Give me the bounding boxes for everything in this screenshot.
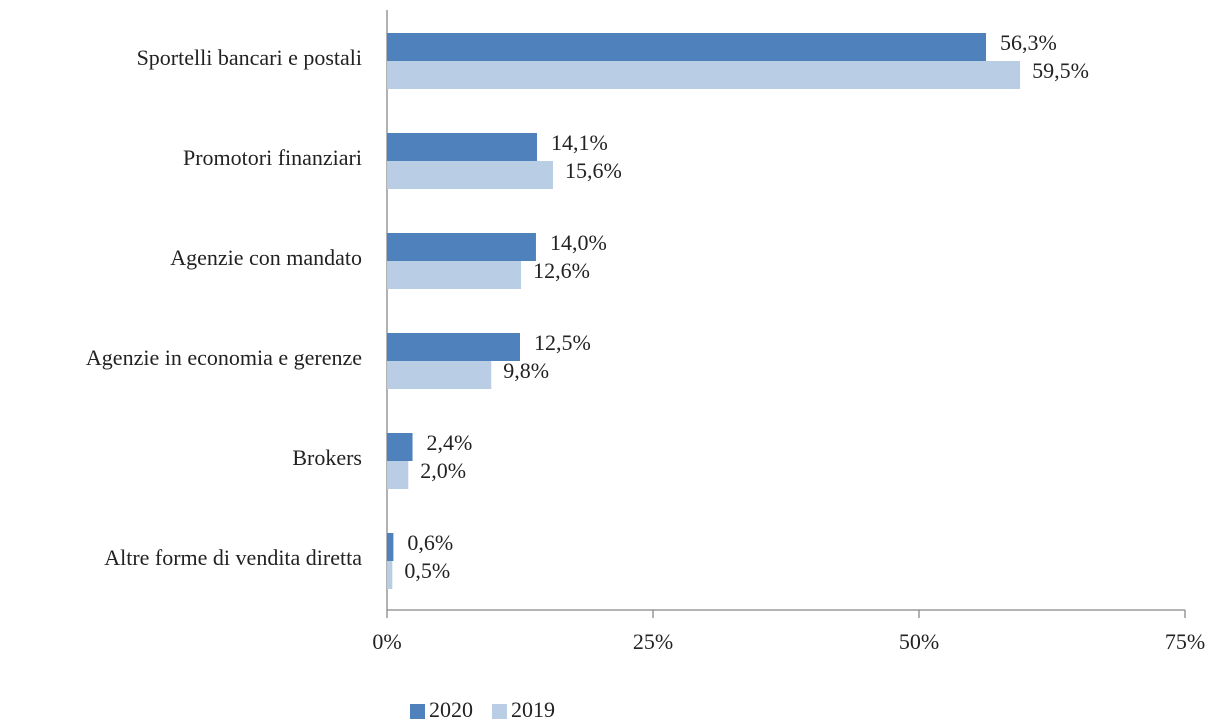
- x-tick-label: 50%: [899, 629, 939, 654]
- bar: [387, 133, 538, 161]
- y-tick-label: Brokers: [292, 445, 362, 470]
- value-label: 9,8%: [503, 358, 549, 383]
- bar: [387, 433, 413, 461]
- value-label: 2,4%: [427, 430, 473, 455]
- value-label: 0,5%: [404, 558, 450, 583]
- bar: [387, 233, 536, 261]
- x-tick-label: 0%: [372, 629, 401, 654]
- bar: [387, 261, 522, 289]
- legend-swatch: [492, 704, 507, 719]
- bar: [387, 33, 987, 61]
- bar: [387, 533, 394, 561]
- legend-swatch: [410, 704, 425, 719]
- bar: [387, 461, 409, 489]
- bar: [387, 161, 553, 189]
- value-label: 14,0%: [550, 230, 607, 255]
- value-label: 0,6%: [407, 530, 453, 555]
- y-tick-label: Sportelli bancari e postali: [137, 45, 362, 70]
- value-label: 2,0%: [420, 458, 466, 483]
- value-label: 12,6%: [533, 258, 590, 283]
- value-label: 12,5%: [534, 330, 591, 355]
- value-label: 56,3%: [1000, 30, 1057, 55]
- bar: [387, 561, 393, 589]
- bar: [387, 361, 492, 389]
- legend-label: 2020: [429, 697, 473, 722]
- y-tick-label: Promotori finanziari: [183, 145, 362, 170]
- legend-label: 2019: [511, 697, 555, 722]
- y-tick-label: Agenzie in economia e gerenze: [86, 345, 362, 370]
- bar: [387, 61, 1021, 89]
- x-tick-label: 75%: [1165, 629, 1205, 654]
- value-label: 15,6%: [565, 158, 622, 183]
- bar: [387, 333, 520, 361]
- value-label: 59,5%: [1032, 58, 1089, 83]
- y-tick-label: Altre forme di vendita diretta: [104, 545, 362, 570]
- x-tick-label: 25%: [633, 629, 673, 654]
- value-label: 14,1%: [551, 130, 608, 155]
- y-tick-label: Agenzie con mandato: [170, 245, 362, 270]
